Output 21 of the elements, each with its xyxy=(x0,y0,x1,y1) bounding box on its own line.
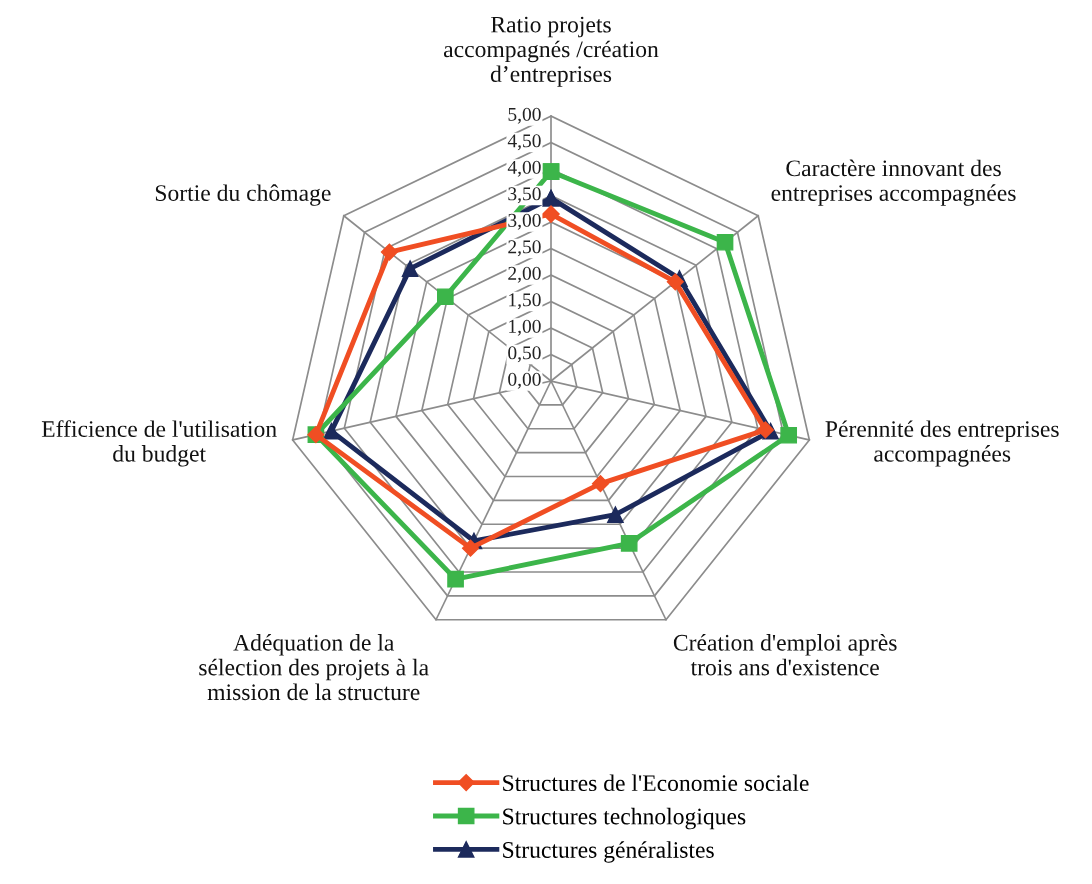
spoke-label: Création d'emploi après trois ans d'existence xyxy=(673,634,897,676)
spoke-label: Ratio projets accompagnés /création d’entreprises xyxy=(443,16,659,87)
y-tick-label: 2,50 xyxy=(508,240,541,257)
y-tick-label: 0,00 xyxy=(508,372,541,389)
y-tick-label: 0,50 xyxy=(508,346,541,363)
spoke-label: Pérennité des entreprises accompagnées xyxy=(825,420,1059,467)
legend-label: Structures généralistes xyxy=(503,841,714,863)
spoke-label: Caractère innovant des entreprises accompagnées xyxy=(771,159,1016,206)
y-tick-label: 3,00 xyxy=(508,213,541,230)
spoke-label: Sortie du chômage xyxy=(155,184,331,206)
y-tick-label: 1,00 xyxy=(509,319,541,336)
y-tick-label: 1,50 xyxy=(509,293,541,310)
legend-label: Structures de l'Economie sociale xyxy=(503,774,809,792)
y-tick-label: 3,50 xyxy=(508,187,541,204)
y-tick-label: 4,50 xyxy=(507,134,541,151)
y-tick-label: 5,00 xyxy=(508,107,541,124)
legend-label: Structures technologiques xyxy=(503,807,746,830)
y-tick-label: 2,00 xyxy=(508,266,541,283)
spoke-label: Adéquation de la sélection des projets à la mission de la structure xyxy=(199,634,429,701)
spoke-label: Efficience de l'utilisation du budget xyxy=(41,420,277,467)
y-tick-label: 4,00 xyxy=(507,160,541,177)
